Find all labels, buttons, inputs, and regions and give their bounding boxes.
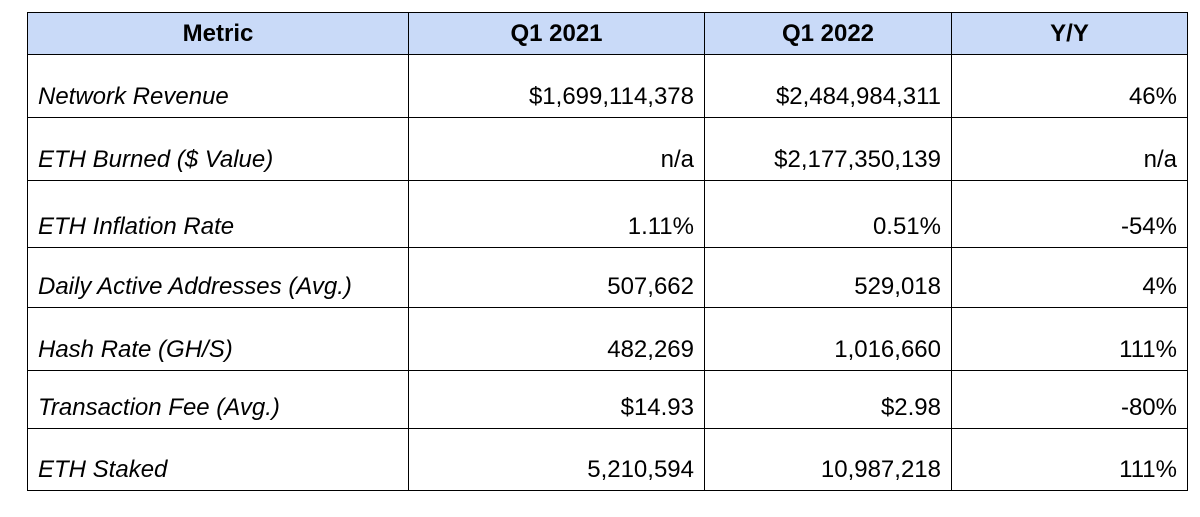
- value-q1-2021: 507,662: [408, 247, 705, 308]
- table-row: ETH Burned ($ Value) n/a $2,177,350,139 …: [27, 117, 1188, 181]
- value-q1-2021: $14.93: [408, 370, 705, 429]
- metric-name: ETH Staked: [27, 428, 409, 491]
- metric-name: Network Revenue: [27, 54, 409, 118]
- metric-name: Daily Active Addresses (Avg.): [27, 247, 409, 308]
- metric-name: Hash Rate (GH/S): [27, 307, 409, 371]
- header-metric: Metric: [27, 12, 409, 55]
- table-row: Hash Rate (GH/S) 482,269 1,016,660 111%: [27, 307, 1188, 371]
- value-yy: 111%: [951, 428, 1188, 491]
- table-row: Transaction Fee (Avg.) $14.93 $2.98 -80%: [27, 370, 1188, 429]
- value-yy: -54%: [951, 180, 1188, 248]
- table-row: ETH Inflation Rate 1.11% 0.51% -54%: [27, 180, 1188, 248]
- table-row: ETH Staked 5,210,594 10,987,218 111%: [27, 428, 1188, 491]
- value-q1-2022: 10,987,218: [704, 428, 952, 491]
- value-q1-2022: 529,018: [704, 247, 952, 308]
- value-q1-2021: $1,699,114,378: [408, 54, 705, 118]
- value-q1-2022: $2.98: [704, 370, 952, 429]
- value-q1-2021: 482,269: [408, 307, 705, 371]
- value-q1-2021: 1.11%: [408, 180, 705, 248]
- table-row: Network Revenue $1,699,114,378 $2,484,98…: [27, 54, 1188, 118]
- value-q1-2021: n/a: [408, 117, 705, 181]
- value-yy: -80%: [951, 370, 1188, 429]
- metric-name: ETH Inflation Rate: [27, 180, 409, 248]
- value-q1-2022: $2,177,350,139: [704, 117, 952, 181]
- value-q1-2021: 5,210,594: [408, 428, 705, 491]
- metrics-table: Metric Q1 2021 Q1 2022 Y/Y Network Reven…: [27, 12, 1188, 491]
- header-row: Metric Q1 2021 Q1 2022 Y/Y: [27, 12, 1188, 55]
- value-q1-2022: 1,016,660: [704, 307, 952, 371]
- value-yy: 111%: [951, 307, 1188, 371]
- value-yy: 46%: [951, 54, 1188, 118]
- header-yy: Y/Y: [951, 12, 1188, 55]
- header-q1-2021: Q1 2021: [408, 12, 705, 55]
- value-yy: n/a: [951, 117, 1188, 181]
- value-q1-2022: $2,484,984,311: [704, 54, 952, 118]
- metric-name: ETH Burned ($ Value): [27, 117, 409, 181]
- value-q1-2022: 0.51%: [704, 180, 952, 248]
- value-yy: 4%: [951, 247, 1188, 308]
- table-row: Daily Active Addresses (Avg.) 507,662 52…: [27, 247, 1188, 308]
- header-q1-2022: Q1 2022: [704, 12, 952, 55]
- metric-name: Transaction Fee (Avg.): [27, 370, 409, 429]
